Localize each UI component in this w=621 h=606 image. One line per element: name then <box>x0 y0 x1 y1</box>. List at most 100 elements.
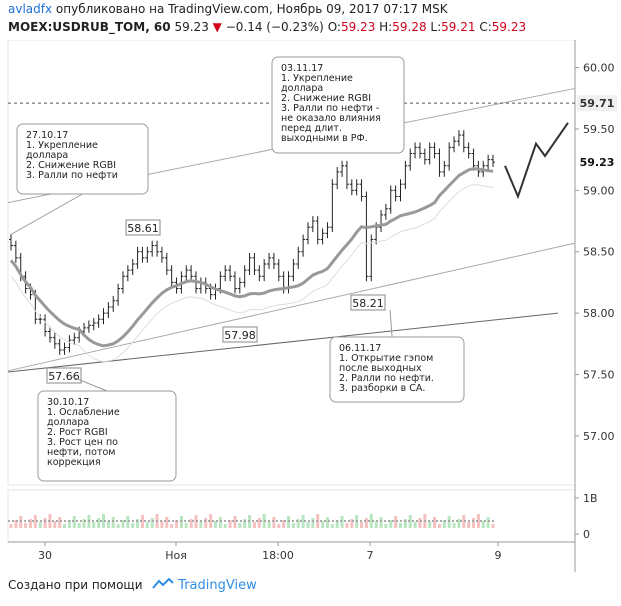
volume-bar <box>311 518 315 528</box>
price-tick-label: 60.00 <box>583 62 615 75</box>
time-tick-label: 30 <box>38 549 52 562</box>
volume-bar <box>476 514 480 528</box>
volume-bar <box>43 518 47 528</box>
volume-bar <box>126 516 130 528</box>
volume-bar <box>350 519 354 528</box>
price-tick-label: 58.00 <box>583 307 615 320</box>
volume-bar <box>272 517 276 528</box>
price-label: 57.66 <box>48 370 80 383</box>
volume-bar <box>102 514 106 528</box>
volume-bar <box>364 518 368 528</box>
annotation-text-line: после выходных <box>339 363 422 374</box>
tradingview-brand[interactable]: TradingView <box>178 578 257 593</box>
volume-bar <box>14 520 18 528</box>
level-price-tag <box>577 95 617 112</box>
volume-tick-label: 1B <box>583 492 598 505</box>
volume-bar <box>452 523 456 528</box>
annotation-text-line: 3. Ралли по нефти - <box>281 103 379 114</box>
volume-bar <box>233 516 237 528</box>
volume-bar <box>106 521 110 528</box>
volume-bar <box>121 520 125 528</box>
volume-bar <box>257 518 261 528</box>
volume-bar <box>252 522 256 528</box>
volume-bar <box>442 520 446 528</box>
volume-bar <box>218 517 222 528</box>
annotation-box <box>271 56 405 154</box>
tradingview-logo-icon <box>152 577 175 589</box>
volume-bar <box>403 519 407 528</box>
annotation-text-line: доллара <box>47 417 89 428</box>
annotation-text-line: 1. Укрепление <box>281 73 353 84</box>
annotation-text-line: 3. разборки в СА. <box>339 383 425 394</box>
volume-bar <box>306 522 310 528</box>
volume-bar <box>67 520 71 528</box>
annotation-text-line: не оказало влияния <box>281 113 381 124</box>
price-tick-label: 57.00 <box>583 430 615 443</box>
open-value: 59.23 <box>340 20 376 34</box>
price-tick-label: 59.00 <box>583 184 615 197</box>
volume-bar <box>184 523 188 528</box>
volume-bar <box>296 519 300 528</box>
volume-bar <box>360 522 364 528</box>
volume-bar <box>145 522 149 528</box>
volume-bar <box>467 522 471 528</box>
volume-bar <box>209 514 213 528</box>
volume-bar <box>437 524 441 528</box>
last-price: 59.23 <box>174 20 209 34</box>
volume-bar <box>345 523 349 528</box>
volume-bar <box>228 520 232 528</box>
volume-bar <box>53 521 57 528</box>
volume-bar <box>428 521 432 528</box>
volume-bar <box>24 523 28 528</box>
volume-bar <box>418 518 422 528</box>
annotation-pointer <box>69 375 108 392</box>
price-tick-label: 57.50 <box>583 369 615 382</box>
publish-line: avladfx опубликовано на TradingView.com,… <box>8 2 448 16</box>
price-tick-label: 58.50 <box>583 246 615 259</box>
price-label-box <box>46 367 82 384</box>
volume-bar <box>301 515 305 528</box>
volume-bar <box>111 517 115 528</box>
volume-bar <box>277 524 281 528</box>
volume-pane <box>7 489 576 543</box>
volume-bar <box>325 517 329 528</box>
volume-bar <box>408 515 412 528</box>
time-tick-label: 7 <box>367 549 374 562</box>
annotation-text-line: 30.10.17 <box>47 397 89 408</box>
volume-bar <box>462 515 466 528</box>
annotation-text-line: перед длит. <box>281 123 342 134</box>
volume-bar <box>472 518 476 528</box>
volume-bar <box>77 523 81 528</box>
moving-average-line <box>9 167 494 348</box>
time-tick-label: 9 <box>495 549 502 562</box>
volume-bar <box>243 519 247 528</box>
volume-bar <box>97 518 101 528</box>
close-label: C: <box>479 20 492 34</box>
price-label-box <box>125 219 161 236</box>
volume-bar <box>282 520 286 528</box>
annotation-text-line: 06.11.17 <box>339 343 381 354</box>
projection-zigzag <box>504 122 569 200</box>
volume-bar <box>9 524 13 528</box>
volume-bar <box>213 521 217 528</box>
down-arrow-icon: ▼ <box>212 20 222 34</box>
close-value: 59.23 <box>491 20 527 34</box>
volume-bar <box>267 521 271 528</box>
volume-bar <box>175 520 179 528</box>
symbol-name: MOEX:USDRUB_TOM, 60 <box>8 20 171 34</box>
low-value: 59.21 <box>441 20 476 34</box>
published-text: опубликовано на TradingView.com, Ноябрь … <box>55 2 448 16</box>
volume-bar <box>131 523 135 528</box>
volume-bar <box>486 517 490 528</box>
volume-bar <box>82 519 86 528</box>
trend-line-middle <box>7 242 576 372</box>
time-tick-label: Ноя <box>165 549 187 562</box>
symbol-line: MOEX:USDRUB_TOM, 60 59.23 ▼ −0.14 (−0.23… <box>8 20 526 34</box>
volume-bar <box>116 524 120 528</box>
price-chart[interactable]: 60.00 59.50 59.00 58.50 58.00 57.50 57.00 30 Ноя… <box>0 40 621 572</box>
volume-bar <box>491 524 495 528</box>
volume-bar <box>150 518 154 528</box>
annotation-text-line: нефти, потом <box>47 447 115 458</box>
author-link[interactable]: avladfx <box>8 2 53 16</box>
low-label: L: <box>430 20 442 34</box>
